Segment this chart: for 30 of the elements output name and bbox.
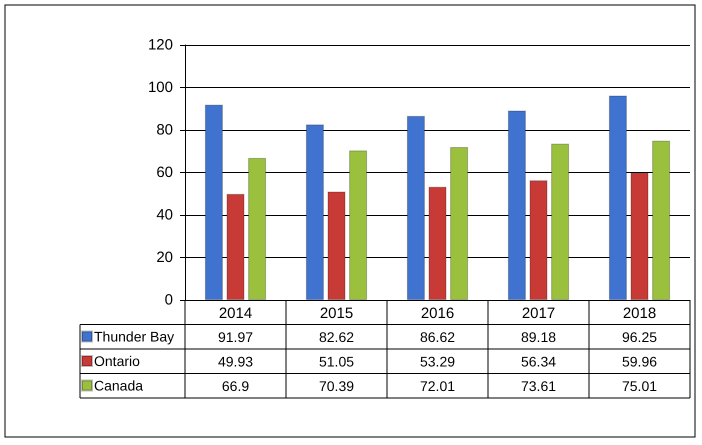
- data-label: 49.93: [218, 353, 254, 370]
- y-tick-label: 20: [156, 249, 173, 266]
- data-label: 51.05: [318, 353, 354, 370]
- data-label: 56.34: [520, 353, 556, 370]
- data-label: 91.97: [218, 328, 254, 345]
- data-label: 73.61: [520, 378, 556, 394]
- data-label: 59.96: [622, 353, 658, 370]
- data-label: 72.01: [420, 378, 456, 394]
- legend-label: Thunder Bay: [94, 328, 174, 344]
- x-tick-label: 2014: [218, 305, 252, 322]
- legend-label: Canada: [94, 378, 144, 394]
- data-label: 82.62: [318, 328, 354, 345]
- data-label: 53.29: [420, 353, 456, 370]
- x-tick-label: 2018: [622, 305, 656, 322]
- data-label: 70.39: [318, 378, 354, 394]
- data-label: 89.18: [520, 328, 556, 345]
- data-label: 86.62: [420, 328, 456, 345]
- y-tick-label: 100: [148, 79, 173, 96]
- y-tick-label: 120: [148, 36, 173, 54]
- y-tick-label: 0: [164, 292, 173, 308]
- x-tick-label: 2017: [522, 305, 556, 322]
- data-label: 96.25: [622, 328, 658, 345]
- y-tick-label: 80: [156, 122, 173, 138]
- legend-label: Ontario: [94, 353, 140, 369]
- data-label: 66.9: [222, 378, 250, 394]
- y-tick-label: 60: [156, 164, 173, 181]
- x-tick-label: 2015: [320, 305, 354, 322]
- y-tick-label: 40: [156, 206, 173, 224]
- data-label: 75.01: [622, 378, 658, 394]
- x-tick-label: 2016: [420, 305, 454, 322]
